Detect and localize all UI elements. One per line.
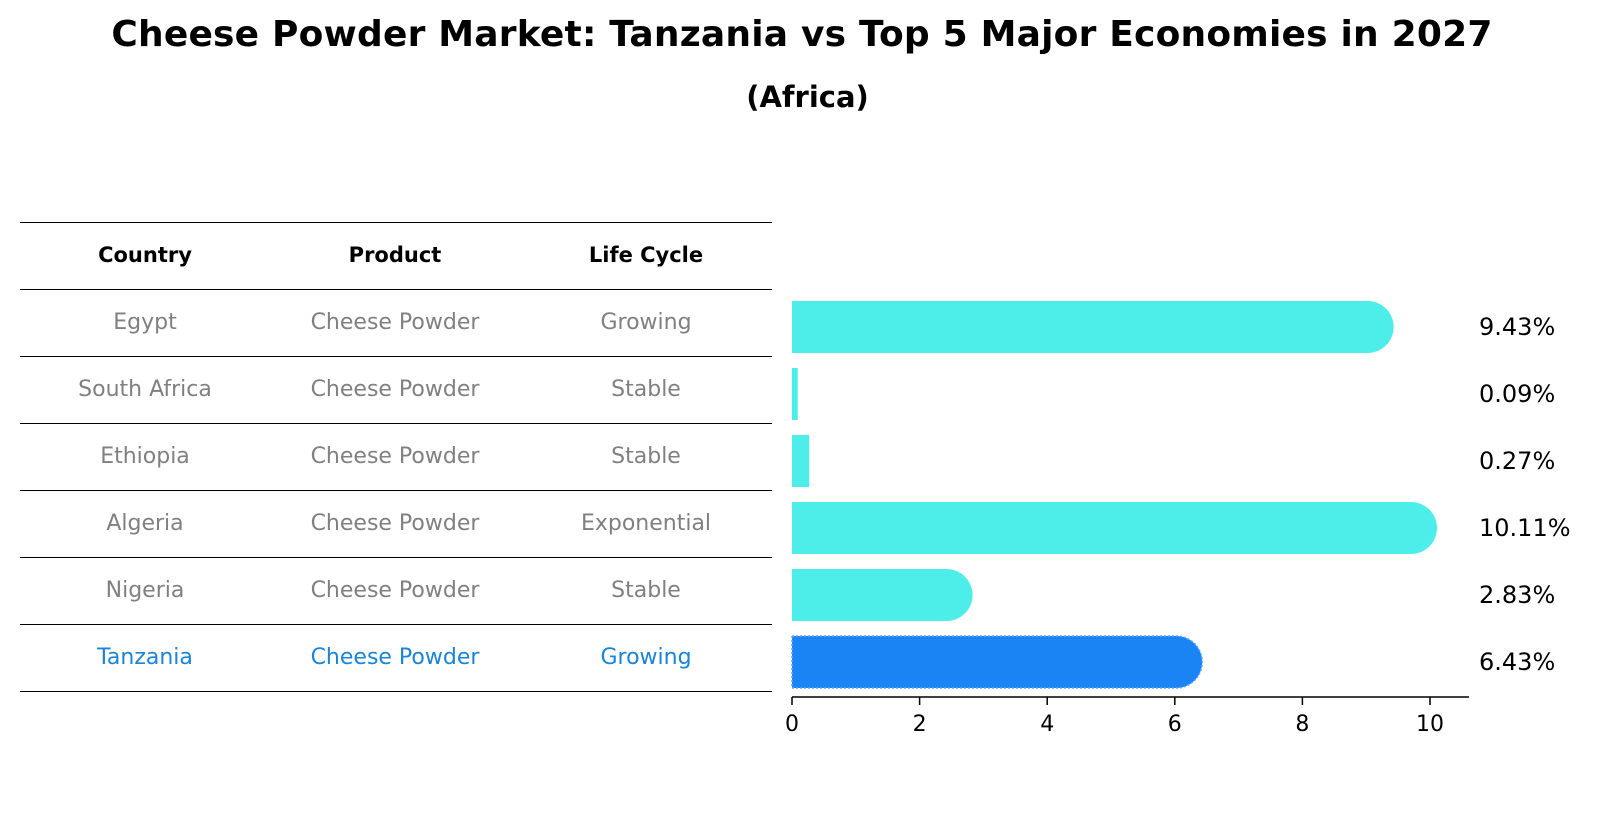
- value-label: 0.27%: [1479, 447, 1555, 475]
- cell-life-cycle: Exponential: [580, 511, 712, 536]
- cell-product: Cheese Powder: [310, 645, 480, 670]
- table-row-highlight: Tanzania Cheese Powder Growing: [20, 624, 772, 691]
- table-rule: [20, 691, 772, 692]
- cell-life-cycle: Stable: [611, 578, 681, 603]
- x-tick-label: 4: [1040, 712, 1054, 737]
- cell-life-cycle: Growing: [600, 645, 692, 670]
- table-row: Nigeria Cheese Powder Stable: [20, 557, 772, 624]
- cell-country: Ethiopia: [100, 444, 190, 469]
- value-label: 6.43%: [1479, 648, 1555, 676]
- chart-subtitle: (Africa): [746, 80, 869, 114]
- bar-ethiopia: [792, 435, 810, 487]
- table-row: Ethiopia Cheese Powder Stable: [20, 423, 772, 490]
- x-tick-label: 10: [1416, 712, 1444, 737]
- cell-country: Algeria: [106, 511, 184, 536]
- cell-life-cycle: Stable: [611, 377, 681, 402]
- cell-country: Tanzania: [97, 645, 193, 670]
- bar-tanzania: [791, 635, 1203, 689]
- x-tick-label: 2: [913, 712, 927, 737]
- bar-south-africa: [792, 368, 798, 420]
- cell-product: Cheese Powder: [310, 444, 480, 469]
- table-header-row: Country Product Life Cycle: [20, 222, 772, 289]
- cell-life-cycle: Stable: [611, 444, 681, 469]
- table-rule: [20, 222, 772, 223]
- table-row: Algeria Cheese Powder Exponential: [20, 490, 772, 557]
- header-country: Country: [98, 243, 192, 267]
- cell-product: Cheese Powder: [310, 377, 480, 402]
- table-rule: [20, 557, 772, 558]
- x-tick-label: 6: [1168, 712, 1182, 737]
- x-tick-label: 8: [1295, 712, 1309, 737]
- table-row: South Africa Cheese Powder Stable: [20, 356, 772, 423]
- table-rule: [20, 490, 772, 491]
- cell-country: Egypt: [113, 310, 177, 335]
- value-label: 2.83%: [1479, 581, 1555, 609]
- cell-life-cycle: Growing: [600, 310, 692, 335]
- chart-title: Cheese Powder Market: Tanzania vs Top 5 …: [111, 14, 1493, 55]
- table-row: Egypt Cheese Powder Growing: [20, 289, 772, 356]
- cell-product: Cheese Powder: [310, 310, 480, 335]
- table-rule: [20, 356, 772, 357]
- cell-country: Nigeria: [105, 578, 185, 603]
- value-label: 10.11%: [1479, 514, 1571, 542]
- bar-nigeria: [792, 569, 973, 621]
- value-label: 0.09%: [1479, 380, 1555, 408]
- value-label: 9.43%: [1479, 313, 1555, 341]
- header-life-cycle: Life Cycle: [588, 243, 704, 267]
- table-rule: [20, 624, 772, 625]
- bar-algeria: [792, 502, 1438, 554]
- header-product: Product: [348, 243, 442, 267]
- cell-product: Cheese Powder: [310, 578, 480, 603]
- table-rule: [20, 423, 772, 424]
- cell-country: South Africa: [78, 377, 212, 402]
- bar-egypt: [792, 301, 1394, 353]
- x-tick-label: 0: [785, 712, 799, 737]
- cell-product: Cheese Powder: [310, 511, 480, 536]
- table-rule: [20, 289, 772, 290]
